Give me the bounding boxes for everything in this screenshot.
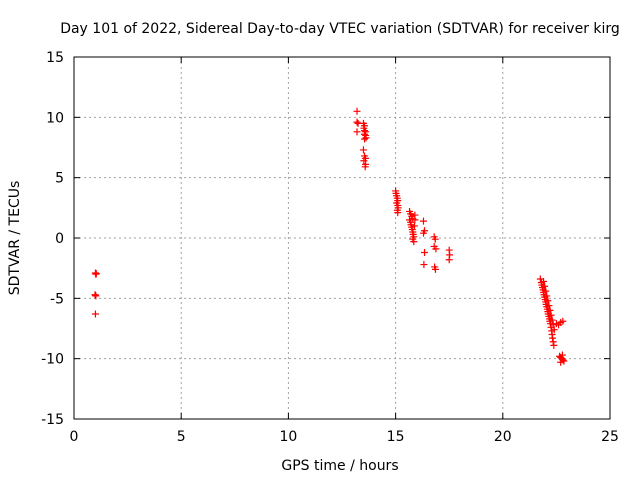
data-point <box>360 157 368 165</box>
x-tick-label: 5 <box>177 429 186 445</box>
data-point <box>558 351 566 359</box>
data-point <box>546 306 554 314</box>
data-point <box>431 235 439 243</box>
y-tick-label: 10 <box>46 110 64 126</box>
data-point <box>91 310 99 318</box>
y-axis-title: SDTVAR / TECUs <box>7 181 23 296</box>
data-point <box>557 358 565 366</box>
data-point <box>394 209 402 217</box>
axis-ticks <box>73 56 611 420</box>
data-point <box>559 317 567 325</box>
x-tick-label: 0 <box>70 429 79 445</box>
data-point <box>550 341 558 349</box>
data-point <box>547 311 555 319</box>
data-point <box>361 135 369 143</box>
data-point <box>541 282 549 290</box>
data-point <box>411 216 419 224</box>
y-tick-label: -5 <box>50 291 64 307</box>
data-point <box>445 256 453 264</box>
data-point <box>548 316 556 324</box>
x-tick-labels: 0 5 10 15 20 25 <box>70 429 619 445</box>
data-point <box>420 261 428 269</box>
data-point <box>545 302 553 310</box>
data-point <box>361 163 369 171</box>
data-point <box>543 292 551 300</box>
y-tick-labels: -15 -10 -5 0 5 10 15 <box>41 50 64 428</box>
y-tick-label: 15 <box>46 50 64 66</box>
data-point <box>431 265 439 273</box>
data-point <box>560 357 568 365</box>
data-points <box>91 107 568 366</box>
y-tick-label: -15 <box>41 412 64 428</box>
y-tick-label: 0 <box>55 231 64 247</box>
data-point <box>419 229 427 237</box>
data-point <box>550 326 558 334</box>
x-tick-label: 15 <box>387 429 405 445</box>
data-point <box>419 217 427 225</box>
data-point <box>92 270 100 278</box>
data-point <box>544 297 552 305</box>
chart-title: Day 101 of 2022, Sidereal Day-to-day VTE… <box>60 21 620 37</box>
data-point <box>362 134 370 142</box>
grid-lines <box>74 57 610 419</box>
data-point <box>353 128 361 136</box>
data-point <box>542 287 550 295</box>
data-point <box>421 248 429 256</box>
data-point <box>432 245 440 253</box>
data-point <box>359 146 367 154</box>
data-point <box>353 107 361 115</box>
data-point <box>549 338 557 346</box>
data-point <box>92 292 100 300</box>
data-point <box>549 334 557 342</box>
data-point <box>353 118 361 126</box>
x-tick-label: 10 <box>279 429 297 445</box>
x-tick-label: 20 <box>494 429 512 445</box>
data-point <box>410 222 418 230</box>
x-tick-label: 25 <box>601 429 619 445</box>
data-point <box>540 277 548 285</box>
x-axis-title: GPS time / hours <box>281 458 398 474</box>
data-point <box>410 238 418 246</box>
y-tick-label: -10 <box>41 352 64 368</box>
y-tick-label: 5 <box>55 171 64 187</box>
